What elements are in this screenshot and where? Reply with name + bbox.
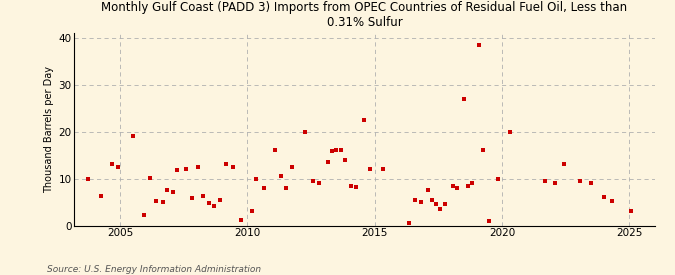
Point (227, 165, 238, 169)
Point (403, 221, 414, 225)
Point (626, 209, 637, 214)
Point (365, 167, 376, 171)
Point (327, 149, 338, 153)
Point (236, 218, 246, 222)
Point (286, 165, 297, 169)
Point (599, 195, 610, 200)
Point (246, 209, 257, 214)
Point (180, 167, 191, 171)
Point (378, 167, 389, 171)
Text: Source: U.S. Energy Information Administration: Source: U.S. Energy Information Administ… (47, 265, 261, 274)
Point (308, 179, 319, 183)
Point (427, 197, 437, 202)
Point (157, 200, 168, 204)
Point (128, 134, 138, 139)
Point (575, 179, 586, 183)
Point (208, 204, 219, 208)
Y-axis label: Thousand Barrels per Day: Thousand Barrels per Day (44, 66, 54, 193)
Point (187, 196, 198, 200)
Point (586, 181, 597, 185)
Point (340, 158, 350, 162)
Point (492, 176, 503, 181)
Point (197, 194, 208, 199)
Point (467, 181, 478, 185)
Point (113, 165, 124, 169)
Point (221, 162, 232, 167)
Point (259, 186, 270, 190)
Point (346, 183, 356, 188)
Point (458, 97, 469, 101)
Point (167, 189, 178, 194)
Point (448, 183, 458, 188)
Point (358, 118, 369, 122)
Point (435, 207, 446, 211)
Point (539, 179, 550, 183)
Point (138, 213, 149, 217)
Point (83, 176, 94, 181)
Point (431, 202, 441, 207)
Point (314, 181, 325, 185)
Point (96, 194, 107, 199)
Point (410, 197, 421, 202)
Point (484, 219, 495, 223)
Point (193, 165, 204, 169)
Point (276, 174, 287, 178)
Point (151, 199, 161, 203)
Point (161, 188, 172, 192)
Point (106, 162, 117, 167)
Point (607, 199, 618, 203)
Point (172, 168, 183, 172)
Point (558, 162, 569, 167)
Point (549, 181, 560, 185)
Point (204, 201, 215, 205)
Point (463, 183, 474, 188)
Point (144, 175, 155, 180)
Point (423, 188, 433, 192)
Point (452, 186, 463, 190)
Point (269, 148, 280, 153)
Point (350, 185, 361, 189)
Point (335, 148, 346, 153)
Point (323, 160, 333, 164)
Point (280, 186, 291, 190)
Point (505, 130, 516, 134)
Point (439, 202, 450, 207)
Point (215, 197, 225, 202)
Point (416, 200, 427, 204)
Point (477, 148, 488, 153)
Point (299, 130, 310, 134)
Point (331, 148, 342, 153)
Point (473, 43, 484, 47)
Point (250, 176, 261, 181)
Title: Monthly Gulf Coast (PADD 3) Imports from OPEC Countries of Residual Fuel Oil, Le: Monthly Gulf Coast (PADD 3) Imports from… (101, 1, 628, 29)
